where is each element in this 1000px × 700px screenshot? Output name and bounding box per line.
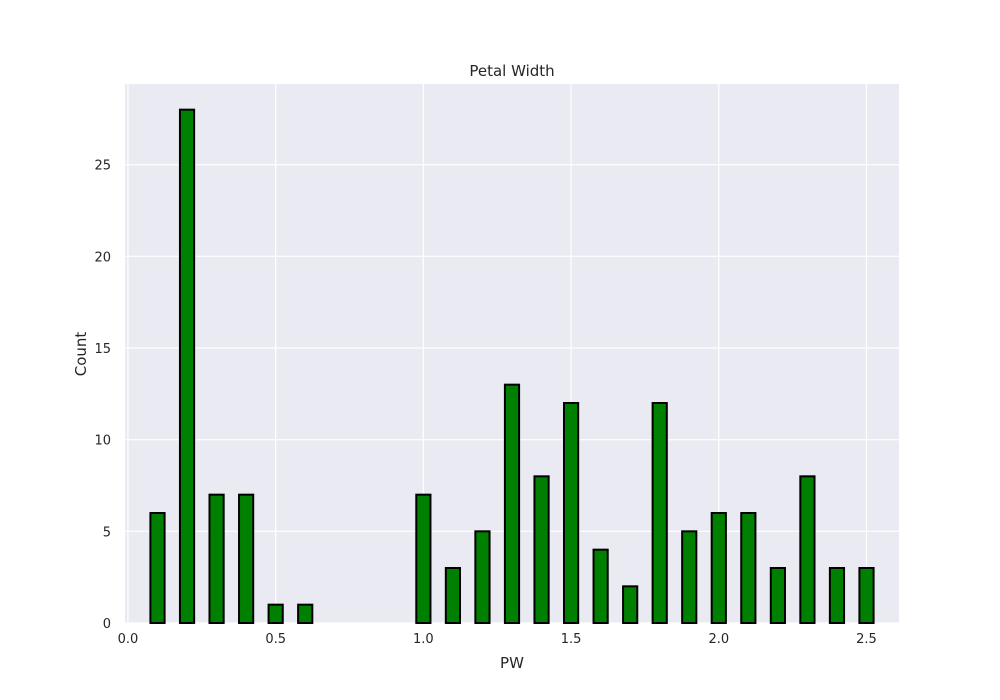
histogram-bar — [178, 108, 196, 624]
bars — [149, 108, 875, 625]
histogram-bar — [503, 383, 521, 624]
histogram-bar — [533, 475, 550, 625]
histogram-bar — [651, 402, 668, 624]
histogram-bar — [740, 512, 757, 624]
histogram-bar — [592, 548, 609, 625]
histogram-bar — [297, 603, 314, 625]
x-tick-label: 0.5 — [265, 632, 286, 647]
y-axis-label: Count — [72, 332, 90, 377]
chart-title: Petal Width — [469, 62, 554, 80]
x-tick-label: 1.0 — [413, 632, 434, 647]
y-tick-label: 15 — [94, 342, 111, 357]
histogram-bar — [149, 512, 166, 624]
y-tick-label: 20 — [94, 250, 111, 265]
histogram-bar — [858, 567, 875, 624]
x-tick-label: 1.5 — [561, 632, 582, 647]
histogram-bar — [238, 493, 255, 624]
histogram-bar — [444, 567, 462, 624]
x-axis-label: PW — [500, 654, 524, 672]
histogram-bar — [415, 493, 432, 624]
y-tick-label: 10 — [94, 434, 111, 449]
histogram-bar — [799, 475, 816, 625]
x-tick-label: 0.0 — [118, 632, 139, 647]
x-tick-label: 2.0 — [708, 632, 729, 647]
x-tick-label: 2.5 — [856, 632, 877, 647]
y-tick-label: 5 — [103, 525, 111, 540]
histogram-bar — [710, 512, 727, 624]
histogram-bar — [208, 493, 225, 624]
tick-labels: 0.0 0.5 1.0 1.5 2.0 2.5 0 5 10 15 20 25 — [94, 159, 876, 647]
y-tick-label: 25 — [94, 159, 111, 174]
histogram-bar — [267, 603, 284, 625]
histogram-bar — [769, 567, 786, 624]
histogram-bar — [622, 585, 639, 624]
histogram-bar — [681, 530, 698, 624]
histogram-bar — [562, 402, 580, 624]
y-tick-label: 0 — [103, 617, 111, 632]
histogram-bar — [828, 567, 846, 624]
histogram-bar — [474, 530, 491, 624]
